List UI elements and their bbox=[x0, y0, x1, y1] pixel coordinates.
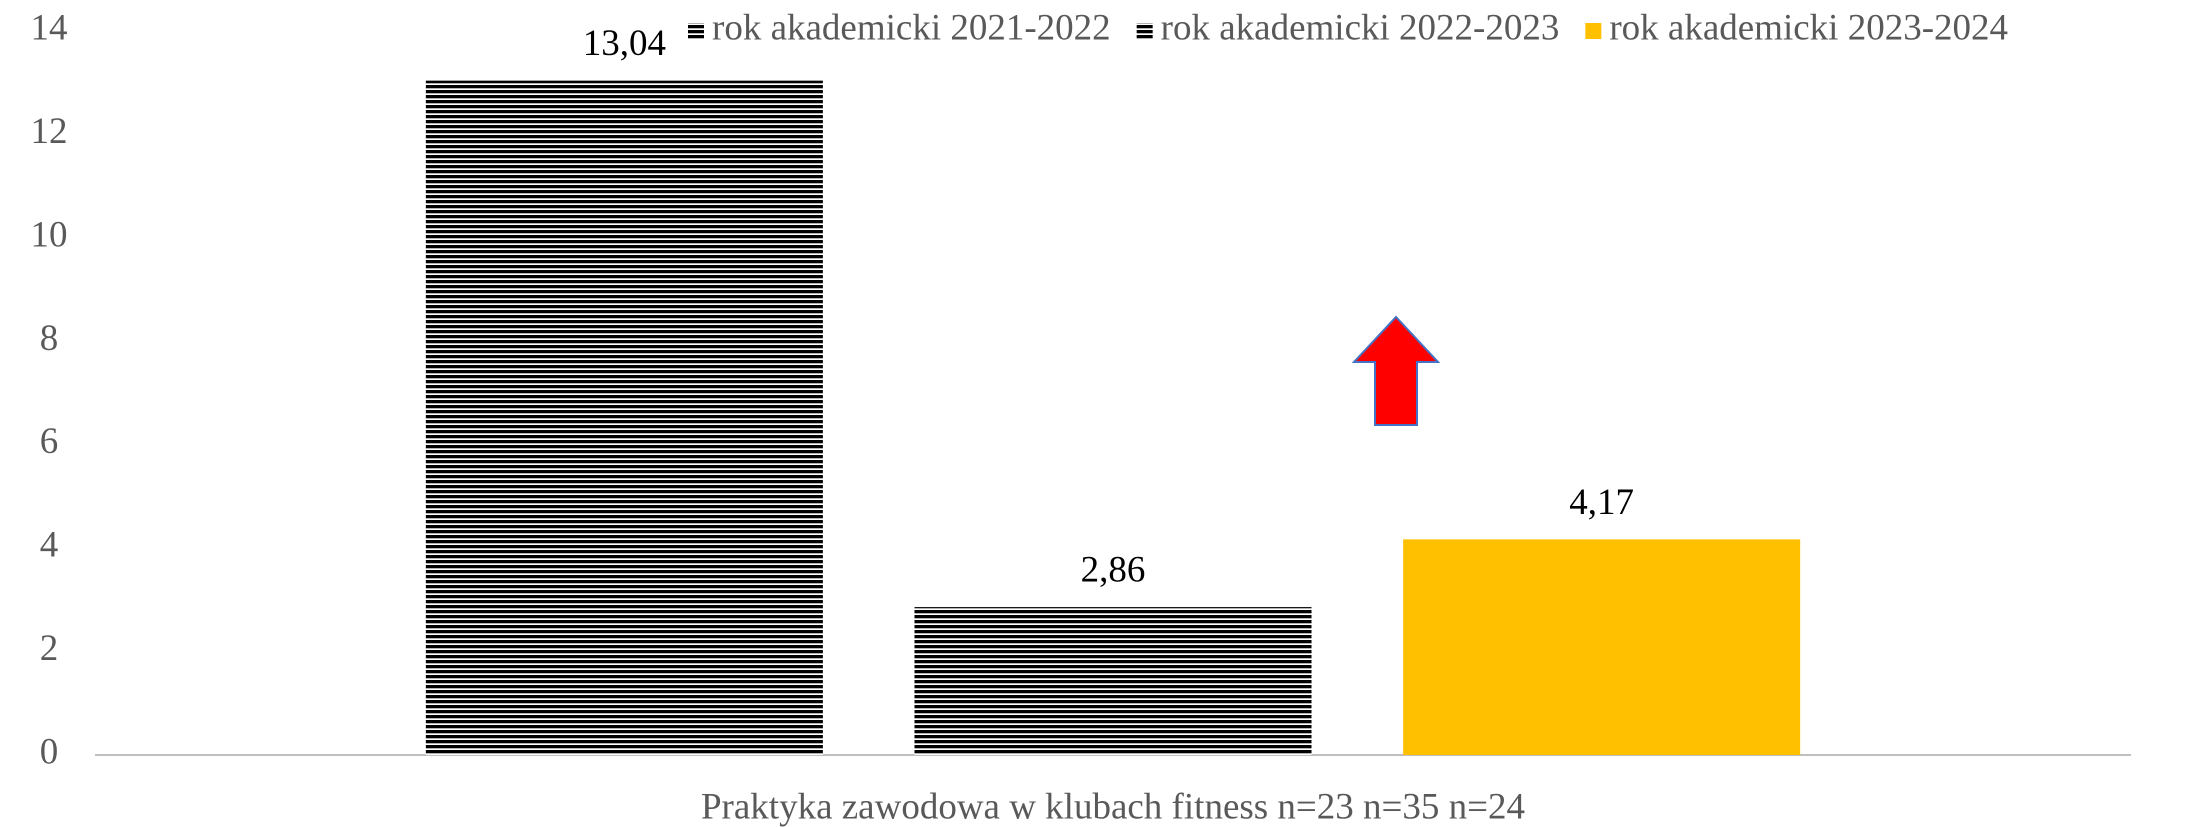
y-tick-label: 8 bbox=[40, 318, 59, 359]
bar bbox=[425, 80, 823, 756]
legend-swatch bbox=[1585, 23, 1602, 39]
data-label: 2,86 bbox=[1081, 550, 1146, 591]
bar bbox=[1403, 539, 1801, 755]
y-tick-label: 12 bbox=[31, 111, 68, 152]
y-tick-label: 10 bbox=[31, 214, 68, 255]
y-tick-label: 6 bbox=[40, 421, 59, 462]
y-tick-label: 0 bbox=[40, 731, 59, 772]
y-tick-label: 14 bbox=[31, 7, 68, 48]
x-tick-label: Praktyka zawodowa w klubach fitness n=23… bbox=[701, 786, 1525, 827]
y-tick-label: 2 bbox=[40, 628, 59, 669]
data-label: 13,04 bbox=[583, 23, 666, 64]
red-arrow bbox=[1351, 315, 1441, 426]
y-tick-label: 4 bbox=[40, 525, 59, 566]
bar bbox=[914, 607, 1312, 755]
data-label: 4,17 bbox=[1569, 482, 1634, 523]
legend-swatch bbox=[1136, 23, 1153, 39]
legend-label: rok akademicki 2022-2023 bbox=[1161, 7, 1560, 48]
legend-swatch bbox=[688, 23, 704, 39]
legend-label: rok akademicki 2021-2022 bbox=[712, 7, 1111, 48]
legend-label: rok akademicki 2023-2024 bbox=[1609, 7, 2008, 48]
